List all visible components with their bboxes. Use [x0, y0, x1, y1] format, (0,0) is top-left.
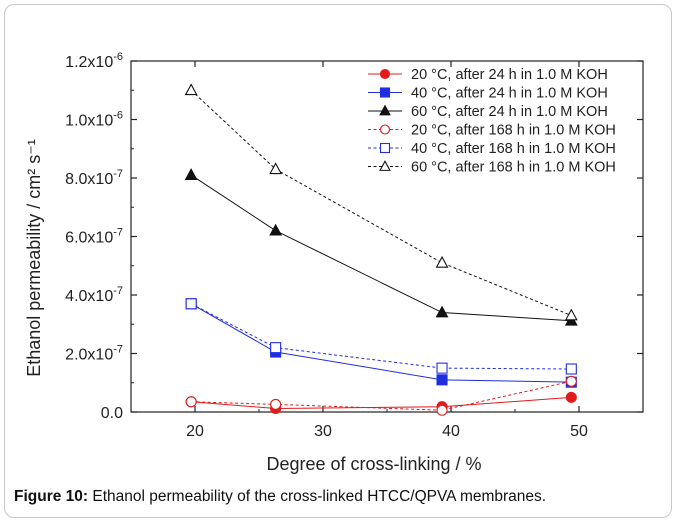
- caption-text: Ethanol permeability of the cross-linked…: [88, 488, 547, 505]
- legend-marker: [379, 68, 391, 80]
- legend-entry: 20 °C, after 168 h in 1.0 M KOH: [368, 123, 616, 139]
- legend-label: 20 °C, after 168 h in 1.0 M KOH: [411, 123, 616, 139]
- legend: 20 °C, after 24 h in 1.0 M KOH 40 °C, aft…: [368, 67, 616, 176]
- data-point: [185, 396, 197, 408]
- data-point: [435, 305, 449, 318]
- x-tick-label: 20: [186, 423, 204, 440]
- series-line: [190, 174, 572, 322]
- series-1: [185, 298, 577, 388]
- series-line: [191, 396, 572, 409]
- data-point: [565, 363, 577, 375]
- series-line: [190, 89, 572, 316]
- legend-label: 40 °C, after 24 h in 1.0 M KOH: [411, 86, 608, 102]
- data-point: [565, 391, 577, 403]
- legend-entry: 60 °C, after 24 h in 1.0 M KOH: [368, 104, 608, 120]
- data-point: [184, 168, 198, 180]
- legend-entry: 40 °C, after 24 h in 1.0 M KOH: [368, 86, 608, 102]
- series-5: [184, 83, 578, 321]
- data-point: [564, 308, 578, 321]
- y-tick-label: 2.0x10-7: [65, 344, 123, 364]
- legend-label: 20 °C, after 24 h in 1.0 M KOH: [411, 67, 608, 83]
- x-tick-label: 50: [570, 423, 588, 440]
- data-point: [269, 223, 283, 236]
- data-point: [435, 255, 449, 268]
- legend-entry: 40 °C, after 168 h in 1.0 M KOH: [368, 141, 616, 157]
- legend-marker: [379, 124, 391, 135]
- data-point: [565, 375, 577, 387]
- x-axis-label: Degree of cross-linking / %: [266, 454, 481, 474]
- y-tick-label: 6.0x10-7: [65, 227, 123, 247]
- y-tick-label: 0.0: [101, 405, 123, 422]
- legend-label: 40 °C, after 168 h in 1.0 M KOH: [411, 141, 616, 157]
- legend-marker: [379, 104, 391, 116]
- series-4: [185, 298, 577, 375]
- data-point: [436, 404, 448, 416]
- series-0: [185, 391, 577, 415]
- data-point: [436, 374, 448, 386]
- legend-label: 60 °C, after 168 h in 1.0 M KOH: [411, 160, 616, 176]
- data-point: [270, 342, 282, 354]
- series-3: [185, 375, 577, 416]
- y-tick-label: 4.0x10-7: [65, 285, 123, 305]
- y-tick-label: 1.0x10-6: [65, 110, 123, 130]
- legend-entry: 60 °C, after 168 h in 1.0 M KOH: [368, 160, 616, 176]
- x-tick-label: 40: [442, 423, 460, 440]
- series-line: [190, 303, 572, 370]
- caption-label: Figure 10:: [14, 488, 89, 505]
- x-tick-label: 30: [314, 423, 332, 440]
- data-point: [436, 362, 448, 374]
- legend-marker: [379, 160, 391, 171]
- data-point: [184, 83, 198, 96]
- legend-entry: 20 °C, after 24 h in 1.0 M KOH: [368, 67, 608, 83]
- y-tick-label: 8.0x10-7: [65, 168, 123, 188]
- figure-caption: Figure 10: Ethanol permeability of the c…: [14, 488, 664, 506]
- legend-marker: [379, 87, 391, 98]
- y-tick-label: 1.2x10-6: [65, 51, 123, 71]
- legend-marker: [379, 142, 391, 154]
- data-point: [269, 162, 283, 175]
- series-layer: [184, 83, 578, 416]
- data-point: [270, 398, 282, 410]
- series-line: [190, 303, 572, 383]
- legend-label: 60 °C, after 24 h in 1.0 M KOH: [411, 104, 608, 120]
- y-axis-label: Ethanol permeability / cm² s⁻¹: [24, 139, 44, 377]
- series-2: [184, 168, 578, 326]
- data-point: [185, 298, 197, 310]
- axes: 20 30 40 50 0.0 2.0x10-7 4.0x10-7 6.0x10-7 8.0x1…: [65, 51, 644, 440]
- series-line: [191, 380, 572, 411]
